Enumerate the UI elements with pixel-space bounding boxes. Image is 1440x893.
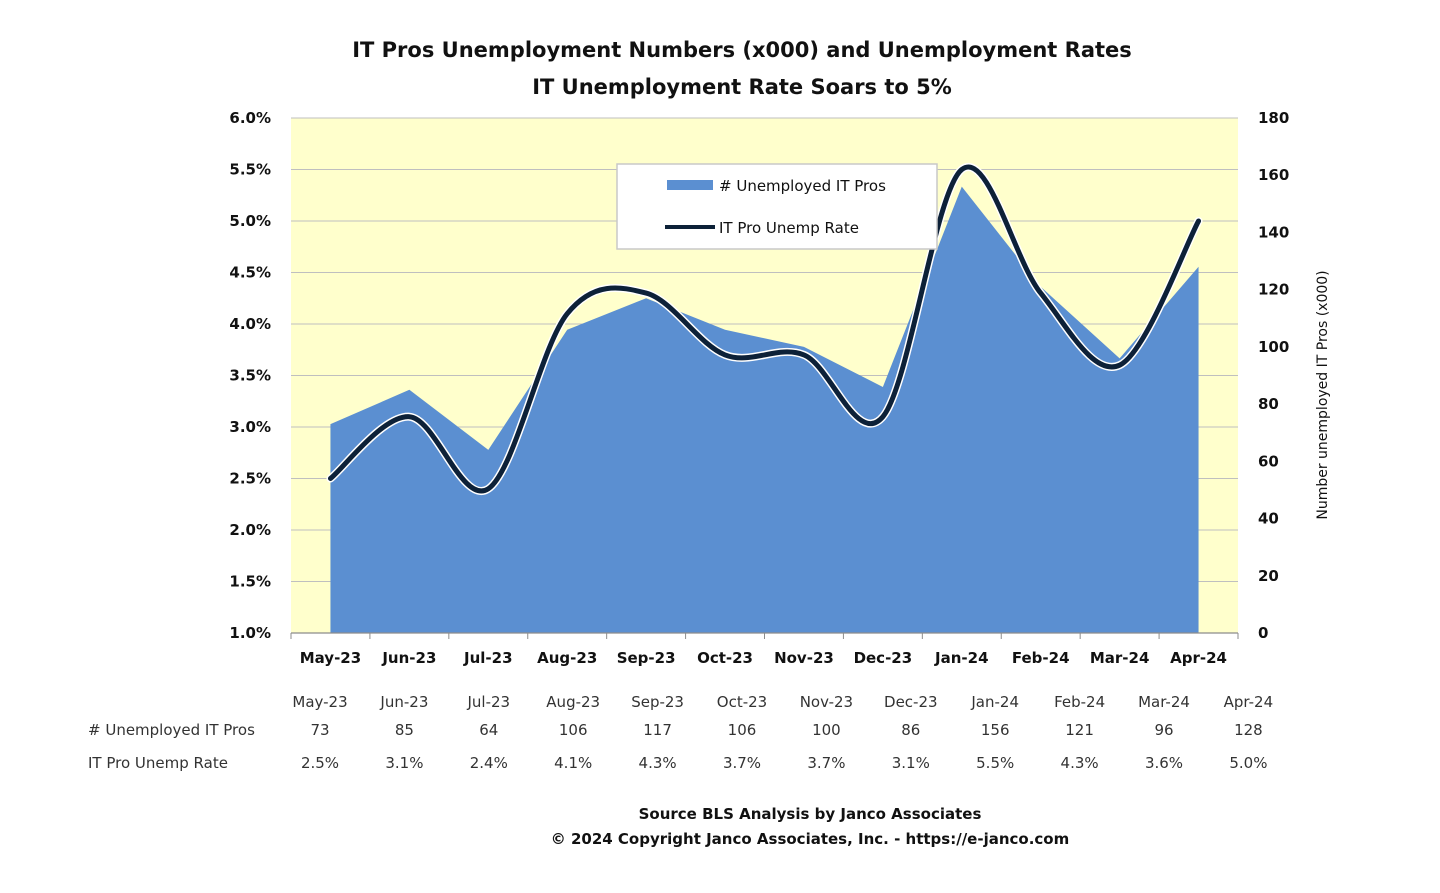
- y-left-tick-label: 3.5%: [229, 367, 271, 385]
- area-fill: [330, 186, 1199, 633]
- y-left-tick-label: 2.5%: [229, 470, 271, 488]
- table-cell: 96: [1154, 721, 1173, 739]
- table-cell: 100: [812, 721, 841, 739]
- table-header-cell: Feb-24: [1054, 693, 1105, 711]
- y-right-tick-label: 180: [1258, 109, 1289, 127]
- y-right-axis-label: Number unemployed IT Pros (x000): [1315, 270, 1331, 519]
- y-left-ticks: 1.0% 1.5% 2.0% 2.5% 3.0% 3.5% 4.0% 4.5% 5.0% 5.5%…: [229, 109, 271, 642]
- copyright-note: © 2024 Copyright Janco Associates, Inc. …: [551, 830, 1070, 848]
- table-cell: 2.4%: [470, 754, 508, 772]
- table-header-cell: Sep-23: [631, 693, 684, 711]
- line-series: [326, 163, 1203, 495]
- y-right-tick-label: 80: [1258, 395, 1279, 413]
- table-header-cell: Jun-23: [379, 693, 428, 711]
- table-header-cell: Nov-23: [800, 693, 853, 711]
- y-left-tick-label: 5.0%: [229, 212, 271, 230]
- table-cell: 73: [310, 721, 329, 739]
- legend-area-swatch: [667, 180, 713, 190]
- table-cell: 4.3%: [639, 754, 677, 772]
- table-header-cell: Dec-23: [884, 693, 938, 711]
- table-header-cell: Jul-23: [466, 693, 510, 711]
- table-cell: 3.6%: [1145, 754, 1183, 772]
- chart-subtitle: IT Unemployment Rate Soars to 5%: [532, 75, 952, 99]
- table-row-label: # Unemployed IT Pros: [88, 721, 255, 739]
- table-cell: 2.5%: [301, 754, 339, 772]
- table-header-cell: Aug-23: [546, 693, 600, 711]
- legend-line-label: IT Pro Unemp Rate: [719, 219, 859, 237]
- x-tick-label: Jun-23: [381, 649, 436, 667]
- y-right-tick-label: 120: [1258, 281, 1289, 299]
- table-cell: 64: [479, 721, 498, 739]
- table-cell: 85: [395, 721, 414, 739]
- area-series: [330, 186, 1199, 633]
- table-cell: 86: [901, 721, 920, 739]
- y-left-tick-label: 4.0%: [229, 315, 271, 333]
- table-header-cell: Oct-23: [717, 693, 767, 711]
- table-cell: 3.7%: [807, 754, 845, 772]
- table-cell: 106: [559, 721, 588, 739]
- table-cell: 117: [643, 721, 672, 739]
- table-cell: 106: [728, 721, 757, 739]
- x-tick-label: Jan-24: [934, 649, 988, 667]
- y-left-tick-label: 1.5%: [229, 573, 271, 591]
- table-row-label: IT Pro Unemp Rate: [88, 754, 228, 772]
- x-tick-label: Jul-23: [463, 649, 513, 667]
- axes: [290, 632, 1239, 639]
- x-tick-label: May-23: [300, 649, 361, 667]
- table-cell: 3.1%: [892, 754, 930, 772]
- y-right-tick-label: 20: [1258, 567, 1279, 585]
- chart-title: IT Pros Unemployment Numbers (x000) and …: [352, 38, 1132, 62]
- x-tick-label: Dec-23: [854, 649, 913, 667]
- y-left-tick-label: 1.0%: [229, 624, 271, 642]
- x-tick-label: Apr-24: [1170, 649, 1227, 667]
- y-right-tick-label: 140: [1258, 223, 1289, 241]
- table-header-cell: Jan-24: [970, 693, 1019, 711]
- y-left-tick-label: 5.5%: [229, 161, 271, 179]
- x-tick-label: Feb-24: [1012, 649, 1070, 667]
- y-left-tick-label: 4.5%: [229, 264, 271, 282]
- x-tick-label: Sep-23: [617, 649, 676, 667]
- x-ticks: May-23 Jun-23 Jul-23 Aug-23 Sep-23 Oct-23 Nov-…: [300, 649, 1227, 667]
- x-tick-label: Oct-23: [697, 649, 753, 667]
- table-cell: 3.1%: [385, 754, 423, 772]
- y-right-ticks: 0 20 40 60 80 100 120 140 160 180: [1258, 109, 1289, 642]
- y-right-tick-label: 160: [1258, 166, 1289, 184]
- table-cell: 5.0%: [1229, 754, 1267, 772]
- source-note: Source BLS Analysis by Janco Associates: [639, 805, 982, 823]
- table-cell: 4.3%: [1061, 754, 1099, 772]
- y-right-tick-label: 0: [1258, 624, 1268, 642]
- x-tick-label: Mar-24: [1090, 649, 1150, 667]
- y-right-tick-label: 100: [1258, 338, 1289, 356]
- table-header-cell: Mar-24: [1138, 693, 1190, 711]
- data-table: May-23 Jun-23 Jul-23 Aug-23 Sep-23 Oct-23 Nov-…: [88, 693, 1273, 772]
- table-header-cell: Apr-24: [1224, 693, 1274, 711]
- y-left-tick-label: 2.0%: [229, 521, 271, 539]
- y-left-tick-label: 6.0%: [229, 109, 271, 127]
- legend: # Unemployed IT Pros IT Pro Unemp Rate: [616, 163, 938, 250]
- table-cell: 121: [1065, 721, 1094, 739]
- legend-area-label: # Unemployed IT Pros: [719, 177, 886, 195]
- y-right-tick-label: 40: [1258, 510, 1279, 528]
- table-cell: 3.7%: [723, 754, 761, 772]
- y-left-tick-label: 3.0%: [229, 418, 271, 436]
- rate-line: [327, 164, 1202, 494]
- table-cell: 5.5%: [976, 754, 1014, 772]
- table-cell: 4.1%: [554, 754, 592, 772]
- table-header-cell: May-23: [292, 693, 347, 711]
- x-tick-label: Nov-23: [774, 649, 834, 667]
- table-cell: 128: [1234, 721, 1263, 739]
- y-right-tick-label: 60: [1258, 452, 1279, 470]
- table-cell: 156: [981, 721, 1010, 739]
- x-tick-label: Aug-23: [537, 649, 597, 667]
